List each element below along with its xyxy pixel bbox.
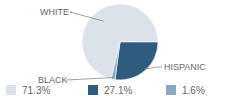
legend-swatch [6, 85, 16, 95]
legend-label: 1.6% [182, 85, 205, 96]
category-label: HISPANIC [164, 62, 206, 72]
pie-slice [111, 42, 120, 80]
category-label: WHITE [40, 7, 69, 17]
leader-line [70, 12, 103, 21]
leader-line [144, 67, 162, 69]
pie-slice [115, 42, 158, 80]
leader-line [66, 78, 113, 80]
category-label: BLACK [38, 75, 68, 85]
legend-swatch [166, 85, 176, 95]
legend-swatch [88, 85, 98, 95]
legend-label: 27.1% [104, 85, 132, 96]
legend-label: 71.3% [22, 85, 50, 96]
chart: WHITE HISPANIC BLACK71.3% 27.1% 1.6% [0, 0, 240, 100]
